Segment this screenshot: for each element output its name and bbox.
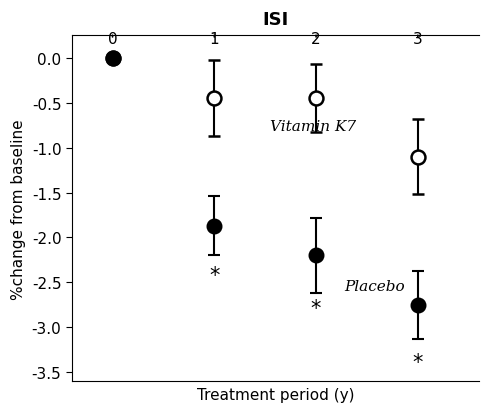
Text: 0: 0 [108,32,117,47]
Text: 1: 1 [210,32,219,47]
X-axis label: Treatment period (y): Treatment period (y) [196,387,354,402]
Title: ISI: ISI [262,11,289,29]
Text: Placebo: Placebo [344,279,405,293]
Text: 3: 3 [413,32,423,47]
Text: *: * [311,298,321,318]
Text: *: * [209,266,220,285]
Text: 2: 2 [311,32,321,47]
Text: Vitamin K7: Vitamin K7 [270,119,356,133]
Y-axis label: %change from baseline: %change from baseline [11,119,26,299]
Text: *: * [413,352,423,372]
